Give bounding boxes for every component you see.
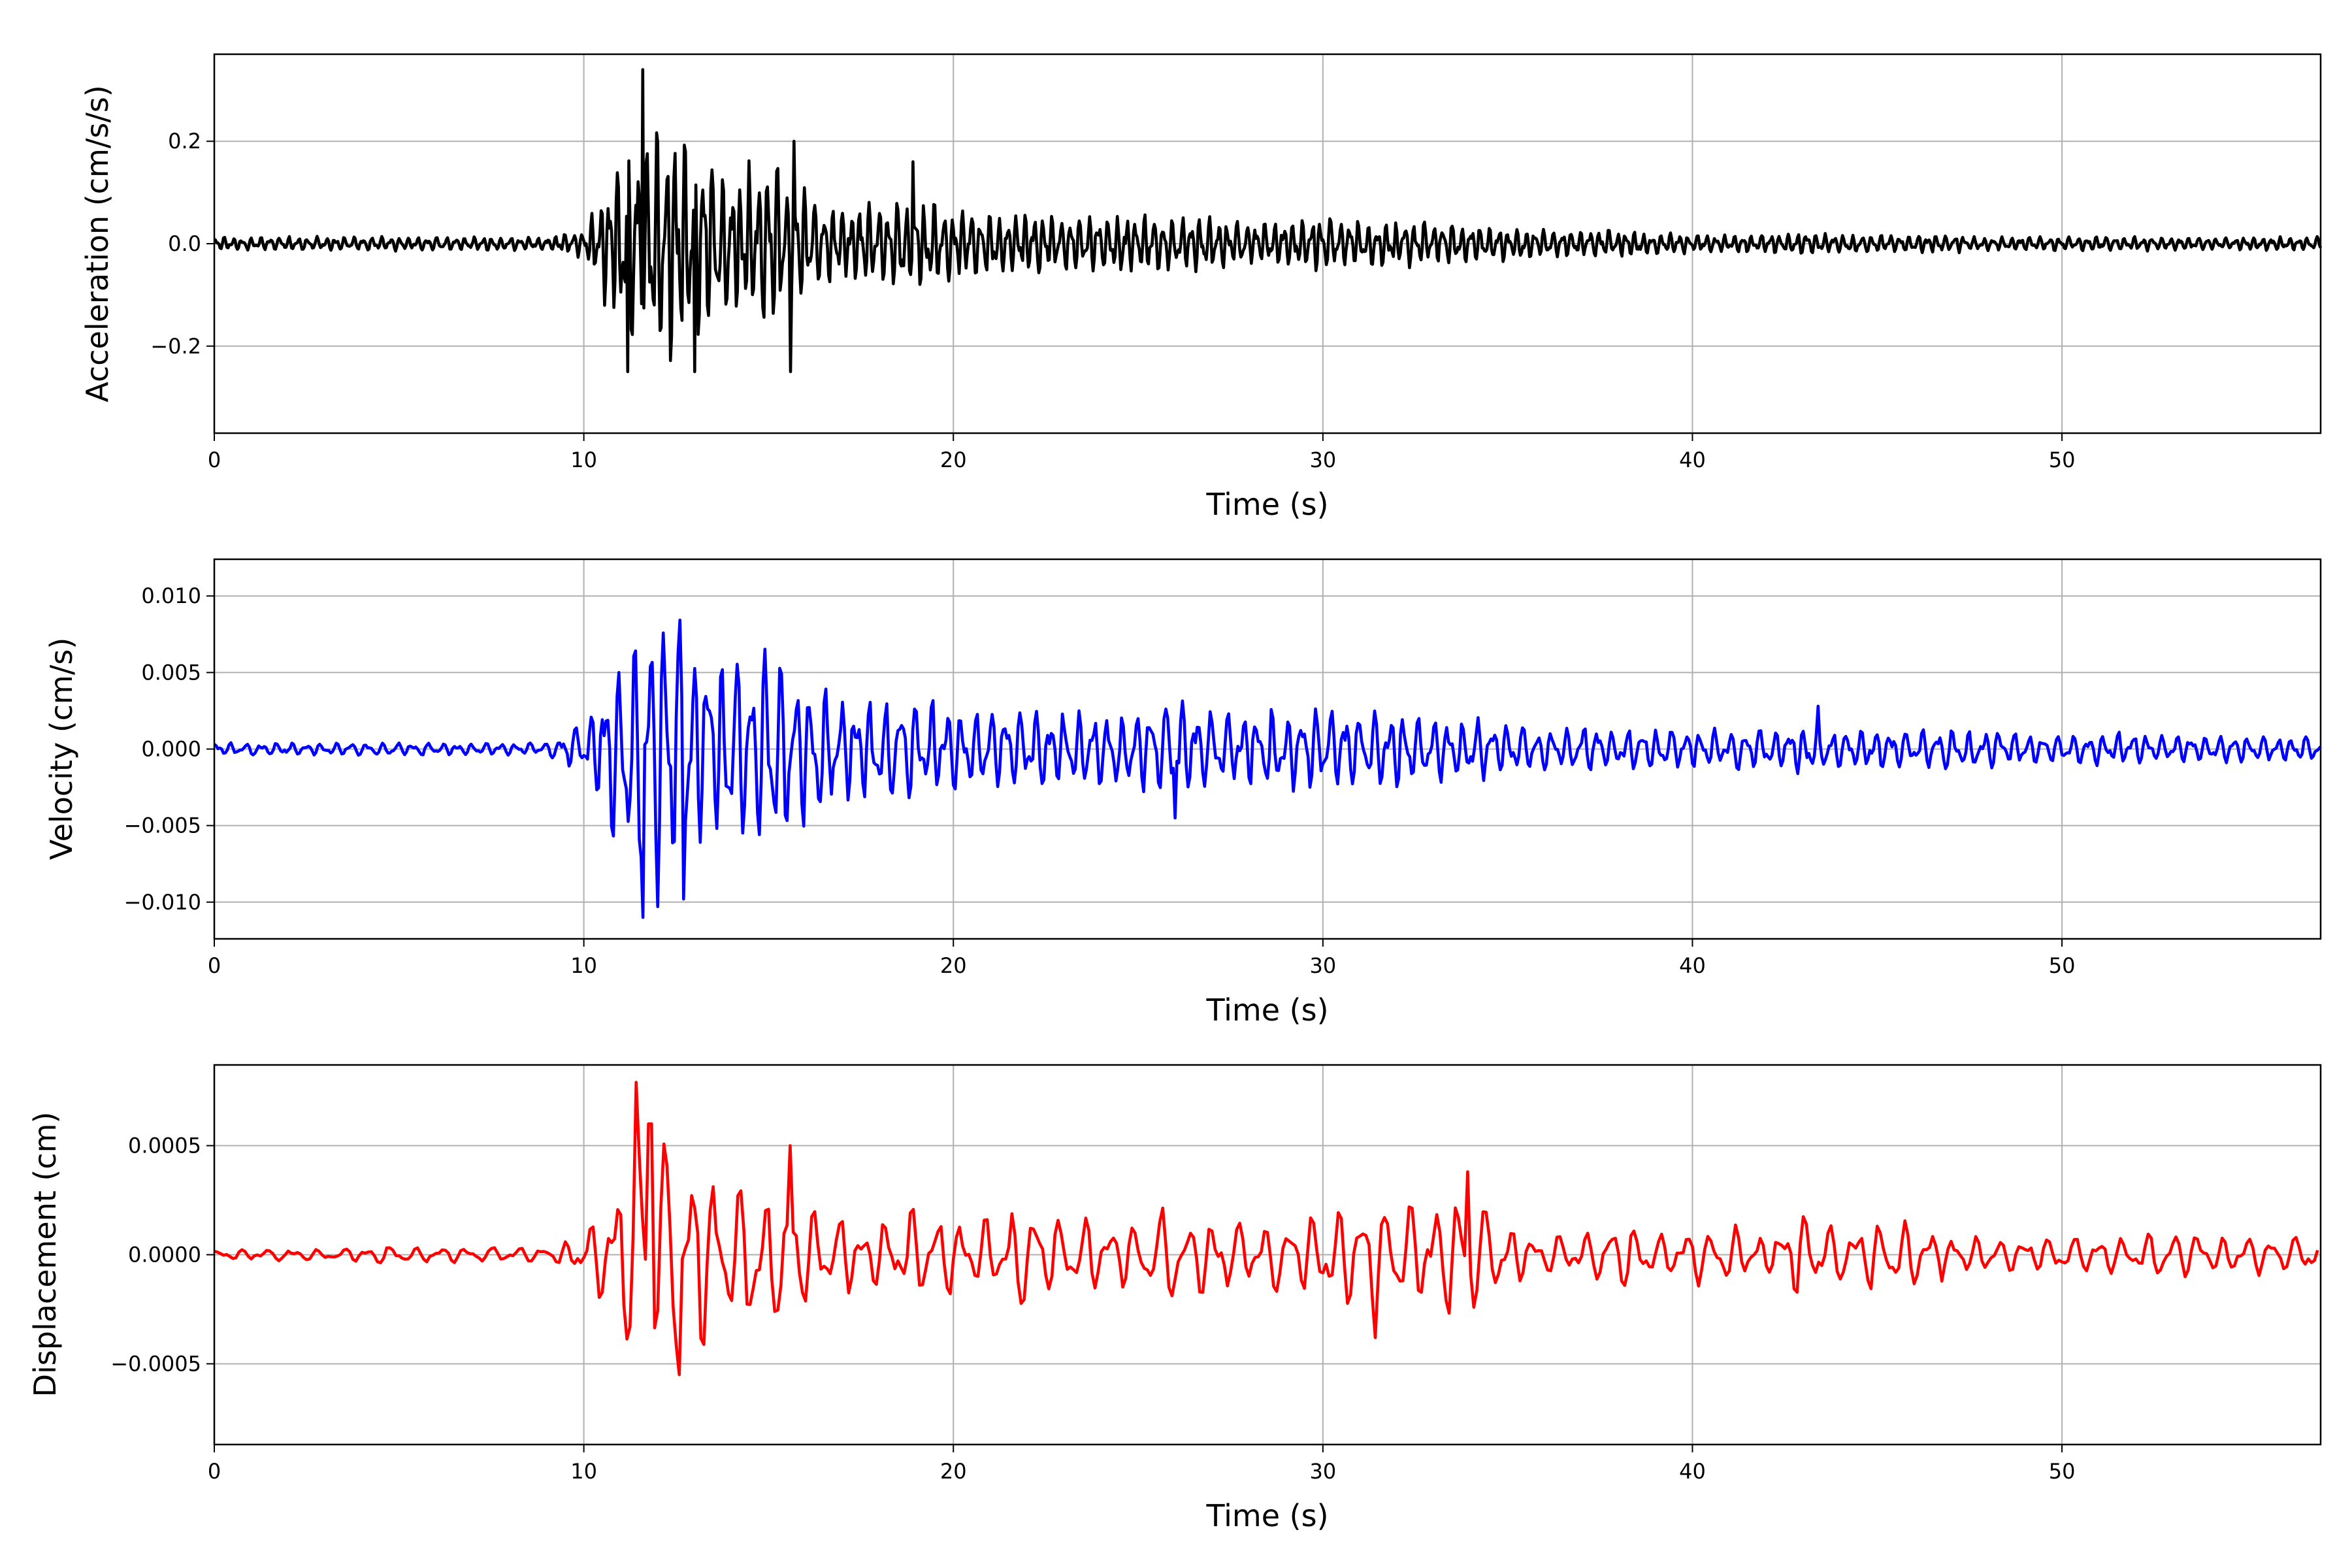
- series-line: [214, 1081, 2319, 1377]
- x-tick-label: 40: [1679, 1459, 1706, 1484]
- x-tick-label: 0: [208, 953, 221, 978]
- y-tick-label: −0.2: [150, 334, 201, 359]
- panel-velocity: Time (s) Velocity (cm/s) 0 10 20 30 40 50 −0.0…: [44, 558, 2322, 1028]
- x-tick-label: 20: [940, 448, 967, 472]
- panel-displacement: Time (s) Displacement (cm) 0 10 20 30 40 50 −0…: [27, 1064, 2322, 1533]
- y-tick-label: 0.000: [141, 737, 201, 762]
- x-tick-label: 50: [2049, 448, 2076, 472]
- y-tick-label: 0.010: [141, 583, 201, 608]
- x-tick-label: 30: [1309, 448, 1336, 472]
- y-tick-label: 0.0000: [128, 1243, 201, 1267]
- x-tick-label: 10: [570, 448, 597, 472]
- panel-acceleration: Time (s) Acceleration (cm/s/s) 0 10 20 30 40…: [80, 53, 2323, 522]
- y-tick-label: 0.0: [168, 231, 201, 256]
- x-tick-label: 10: [570, 1459, 597, 1484]
- x-axis-label: Time (s): [1205, 992, 1328, 1028]
- y-tick-label: −0.010: [124, 890, 201, 915]
- x-tick-label: 40: [1679, 448, 1706, 472]
- y-axis-label: Displacement (cm): [27, 1112, 63, 1397]
- x-tick-label: 20: [940, 953, 967, 978]
- x-axis-label: Time (s): [1205, 487, 1328, 522]
- x-tick-label: 50: [2049, 953, 2076, 978]
- x-tick-label: 30: [1309, 953, 1336, 978]
- x-tick-label: 40: [1679, 953, 1706, 978]
- x-tick-label: 0: [208, 1459, 221, 1484]
- y-axis-label: Acceleration (cm/s/s): [80, 85, 115, 402]
- series-line: [213, 68, 2323, 374]
- y-tick-label: −0.005: [124, 813, 201, 838]
- x-tick-label: 50: [2049, 1459, 2076, 1484]
- series-line: [213, 618, 2322, 919]
- x-tick-label: 0: [208, 448, 221, 472]
- y-tick-label: 0.005: [141, 660, 201, 685]
- y-tick-label: 0.2: [168, 129, 201, 154]
- y-tick-label: −0.0005: [110, 1351, 201, 1376]
- x-tick-label: 10: [570, 953, 597, 978]
- x-axis-label: Time (s): [1205, 1498, 1328, 1533]
- x-tick-label: 30: [1309, 1459, 1336, 1484]
- x-tick-label: 20: [940, 1459, 967, 1484]
- y-axis-label: Velocity (cm/s): [44, 638, 79, 860]
- y-tick-label: 0.0005: [128, 1134, 201, 1158]
